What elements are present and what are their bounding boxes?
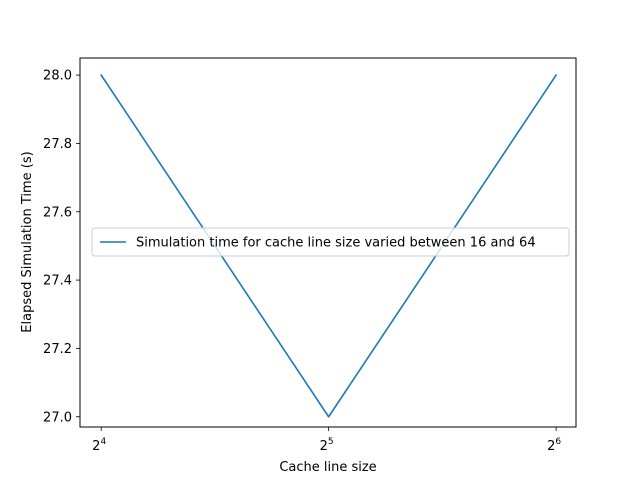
series-line-0 [100, 73, 558, 418]
x-tick-label: 26 [547, 437, 561, 454]
legend-entry: Simulation time for cache line size vari… [136, 236, 536, 251]
x-tick-label: 24 [92, 437, 106, 454]
y-tick-label: 27.8 [43, 137, 72, 152]
x-axis-label: Cache line size [279, 460, 376, 475]
plot-frame [79, 57, 577, 428]
y-tick-label: 27.2 [43, 342, 72, 357]
y-axis-ticks: 27.0 27.2 27.4 27.6 27.8 28.0 [43, 69, 80, 425]
series-layer [100, 73, 558, 418]
x-axis-ticks: 24 25 26 [92, 427, 561, 454]
x-tick-label: 25 [320, 437, 334, 454]
y-tick-label: 27.4 [43, 274, 72, 289]
legend-box [91, 227, 570, 257]
y-tick-label: 27.0 [43, 410, 72, 425]
legend: Simulation time for cache line size vari… [91, 227, 570, 257]
y-tick-label: 28.0 [43, 69, 72, 84]
y-tick-label: 27.6 [43, 205, 72, 220]
y-axis-label: Elapsed Simulation Time (s) [20, 151, 35, 332]
